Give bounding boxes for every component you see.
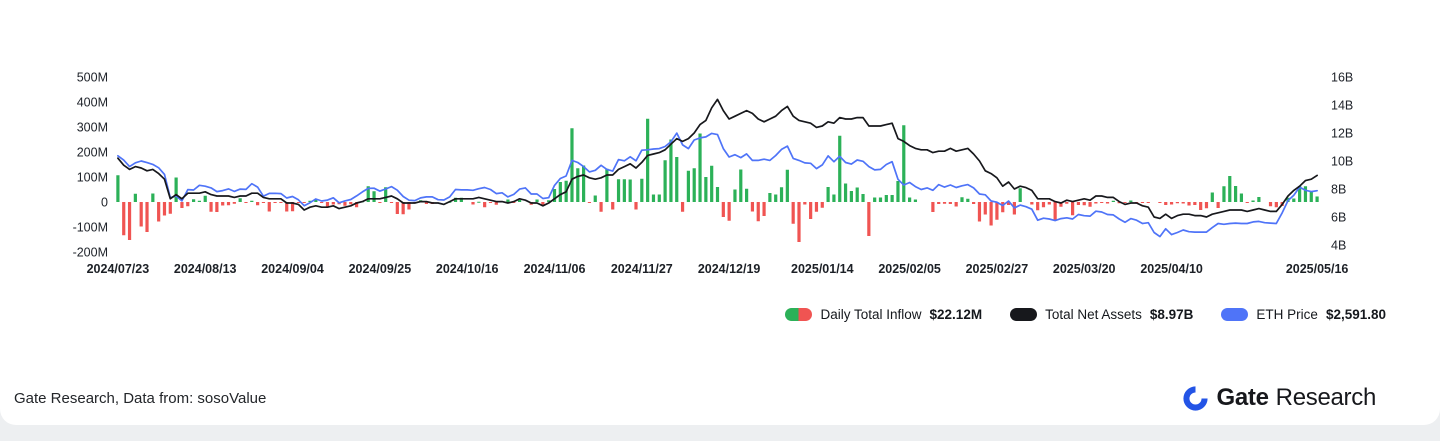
etf-dashboard-card: 500M 400M 300M 200M 100M 0 -100M -200M 16B 14B 12B… xyxy=(0,0,1440,425)
svg-text:10B: 10B xyxy=(1331,155,1353,169)
brand-name-bold: Gate xyxy=(1216,384,1269,411)
svg-text:-100M: -100M xyxy=(73,221,108,235)
legend-eth-price[interactable]: ETH Price $2,591.80 xyxy=(1221,307,1386,322)
chart-legend: Daily Total Inflow $22.12M Total Net Ass… xyxy=(785,307,1386,322)
svg-text:6B: 6B xyxy=(1331,211,1346,225)
svg-text:16B: 16B xyxy=(1331,71,1353,85)
svg-text:2024/11/27: 2024/11/27 xyxy=(611,262,673,276)
legend-label-inflow: Daily Total Inflow xyxy=(820,307,922,322)
svg-text:2025/04/10: 2025/04/10 xyxy=(1140,262,1203,276)
legend-total-net-assets[interactable]: Total Net Assets $8.97B xyxy=(1010,307,1193,322)
total-net-assets-line[interactable] xyxy=(117,98,1318,220)
svg-text:300M: 300M xyxy=(77,121,108,135)
svg-text:2024/08/13: 2024/08/13 xyxy=(174,262,237,276)
legend-value-price: $2,591.80 xyxy=(1325,307,1386,322)
eth-price-swatch-icon xyxy=(1221,308,1249,321)
legend-label-price: ETH Price xyxy=(1256,307,1318,322)
footer: Gate Research, Data from: sosoValue Gate… xyxy=(14,376,1376,420)
svg-text:2024/10/16: 2024/10/16 xyxy=(436,262,499,276)
svg-text:0: 0 xyxy=(101,196,108,210)
svg-text:400M: 400M xyxy=(77,96,108,110)
svg-text:2025/02/27: 2025/02/27 xyxy=(966,262,1029,276)
svg-text:14B: 14B xyxy=(1331,99,1353,113)
svg-text:200M: 200M xyxy=(77,146,108,160)
gate-research-logo[interactable]: Gate Research xyxy=(1181,384,1376,413)
legend-value-assets: $8.97B xyxy=(1149,307,1194,322)
net-assets-swatch-icon xyxy=(1010,308,1038,321)
svg-text:2024/09/25: 2024/09/25 xyxy=(349,262,412,276)
legend-daily-total-inflow[interactable]: Daily Total Inflow $22.12M xyxy=(785,307,982,322)
brand-name-light: Research xyxy=(1275,384,1377,411)
svg-text:4B: 4B xyxy=(1331,239,1346,253)
svg-text:2024/12/19: 2024/12/19 xyxy=(698,262,761,276)
daily-inflow-bars[interactable] xyxy=(116,118,1319,242)
axis-labels: 500M 400M 300M 200M 100M 0 -100M -200M 16B 14B 12B… xyxy=(73,71,1354,277)
svg-text:8B: 8B xyxy=(1331,183,1346,197)
eth-price-line[interactable] xyxy=(117,132,1318,238)
svg-text:100M: 100M xyxy=(77,171,108,185)
svg-text:500M: 500M xyxy=(77,71,108,85)
svg-text:2024/07/23: 2024/07/23 xyxy=(87,262,150,276)
source-note: Gate Research, Data from: sosoValue xyxy=(14,389,267,407)
legend-value-inflow: $22.12M xyxy=(929,307,983,322)
svg-text:2025/03/20: 2025/03/20 xyxy=(1053,262,1116,276)
svg-text:2025/05/16: 2025/05/16 xyxy=(1286,262,1349,276)
svg-text:2024/09/04: 2024/09/04 xyxy=(261,262,324,276)
svg-text:-200M: -200M xyxy=(73,246,108,260)
svg-text:12B: 12B xyxy=(1331,127,1353,141)
eth-etf-flow-chart[interactable]: 500M 400M 300M 200M 100M 0 -100M -200M 16B 14B 12B… xyxy=(0,0,1440,292)
svg-text:2025/02/05: 2025/02/05 xyxy=(878,262,941,276)
legend-label-assets: Total Net Assets xyxy=(1045,307,1142,322)
svg-text:2025/01/14: 2025/01/14 xyxy=(791,262,854,276)
svg-text:2024/11/06: 2024/11/06 xyxy=(524,262,586,276)
gate-logo-icon xyxy=(1182,385,1208,411)
inflow-swatch-icon xyxy=(785,308,813,321)
